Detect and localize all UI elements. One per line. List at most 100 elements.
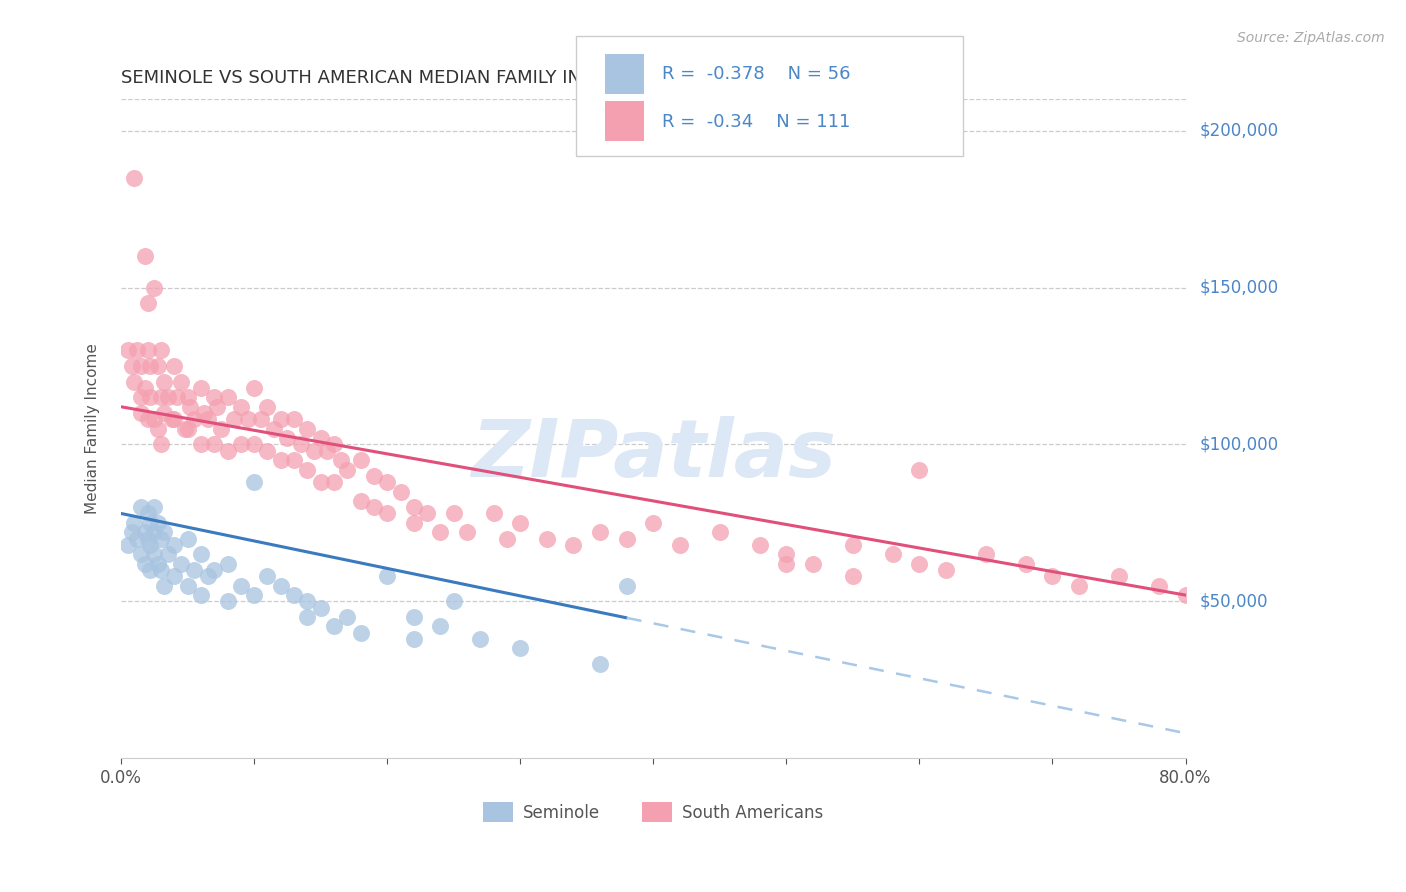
Point: [323, 475, 346, 489]
Point: [190, 547, 212, 561]
Point: [402, 516, 425, 530]
Point: [152, 579, 174, 593]
Point: [402, 610, 425, 624]
Point: [197, 412, 219, 426]
Point: [205, 400, 228, 414]
Point: [174, 422, 197, 436]
Point: [152, 525, 174, 540]
Point: [156, 547, 179, 561]
Point: [908, 462, 931, 476]
Point: [129, 547, 152, 561]
Point: [416, 507, 439, 521]
Point: [297, 610, 319, 624]
Point: [349, 625, 371, 640]
Point: [129, 500, 152, 515]
Point: [127, 532, 149, 546]
Point: [509, 516, 531, 530]
Point: [243, 437, 266, 451]
Point: [323, 619, 346, 633]
Point: [775, 547, 797, 561]
Text: ZIPatlas: ZIPatlas: [471, 416, 835, 494]
Point: [127, 343, 149, 358]
Point: [143, 280, 166, 294]
Point: [176, 422, 198, 436]
Point: [136, 296, 159, 310]
Point: [183, 563, 205, 577]
Point: [190, 381, 212, 395]
Point: [217, 594, 239, 608]
Point: [217, 443, 239, 458]
Point: [217, 390, 239, 404]
Point: [323, 437, 346, 451]
Point: [1042, 569, 1064, 583]
Point: [643, 516, 665, 530]
Point: [842, 538, 865, 552]
Point: [309, 431, 332, 445]
Point: [190, 437, 212, 451]
Point: [297, 422, 319, 436]
Point: [283, 453, 305, 467]
Point: [150, 437, 173, 451]
Legend: Seminole, South Americans: Seminole, South Americans: [477, 796, 830, 829]
Point: [709, 525, 731, 540]
Point: [616, 579, 638, 593]
Point: [143, 525, 166, 540]
Point: [974, 547, 997, 561]
Point: [250, 412, 273, 426]
Point: [375, 475, 398, 489]
Point: [443, 594, 465, 608]
Point: [150, 390, 173, 404]
Point: [139, 538, 162, 552]
Point: [160, 412, 183, 426]
Point: [202, 390, 225, 404]
Point: [163, 569, 186, 583]
Point: [150, 343, 173, 358]
Point: [470, 632, 492, 646]
Point: [148, 557, 170, 571]
Point: [1108, 569, 1130, 583]
Point: [842, 569, 865, 583]
Point: [136, 532, 159, 546]
Text: $150,000: $150,000: [1199, 278, 1278, 296]
Point: [129, 359, 152, 373]
Point: [124, 375, 146, 389]
Text: $200,000: $200,000: [1199, 121, 1278, 139]
Point: [117, 538, 139, 552]
Text: Source: ZipAtlas.com: Source: ZipAtlas.com: [1237, 31, 1385, 45]
Text: R =  -0.34    N = 111: R = -0.34 N = 111: [662, 113, 851, 131]
Text: SEMINOLE VS SOUTH AMERICAN MEDIAN FAMILY INCOME CORRELATION CHART: SEMINOLE VS SOUTH AMERICAN MEDIAN FAMILY…: [121, 69, 835, 87]
Point: [229, 437, 252, 451]
Point: [270, 579, 292, 593]
Point: [163, 412, 186, 426]
Point: [136, 507, 159, 521]
Point: [270, 412, 292, 426]
Point: [134, 381, 156, 395]
Point: [129, 390, 152, 404]
Point: [193, 406, 215, 420]
Point: [775, 557, 797, 571]
Point: [336, 610, 359, 624]
Point: [202, 563, 225, 577]
Point: [935, 563, 957, 577]
Point: [217, 557, 239, 571]
Point: [290, 437, 312, 451]
Point: [152, 406, 174, 420]
Point: [124, 170, 146, 185]
Point: [456, 525, 478, 540]
Point: [669, 538, 692, 552]
Point: [202, 437, 225, 451]
Point: [256, 443, 278, 458]
Point: [134, 525, 156, 540]
Point: [1067, 579, 1090, 593]
Point: [309, 600, 332, 615]
Point: [139, 359, 162, 373]
Point: [166, 390, 188, 404]
Point: [136, 412, 159, 426]
Point: [297, 462, 319, 476]
Point: [509, 641, 531, 656]
Point: [121, 525, 143, 540]
Point: [536, 532, 558, 546]
Point: [121, 359, 143, 373]
Point: [908, 557, 931, 571]
Point: [134, 249, 156, 263]
